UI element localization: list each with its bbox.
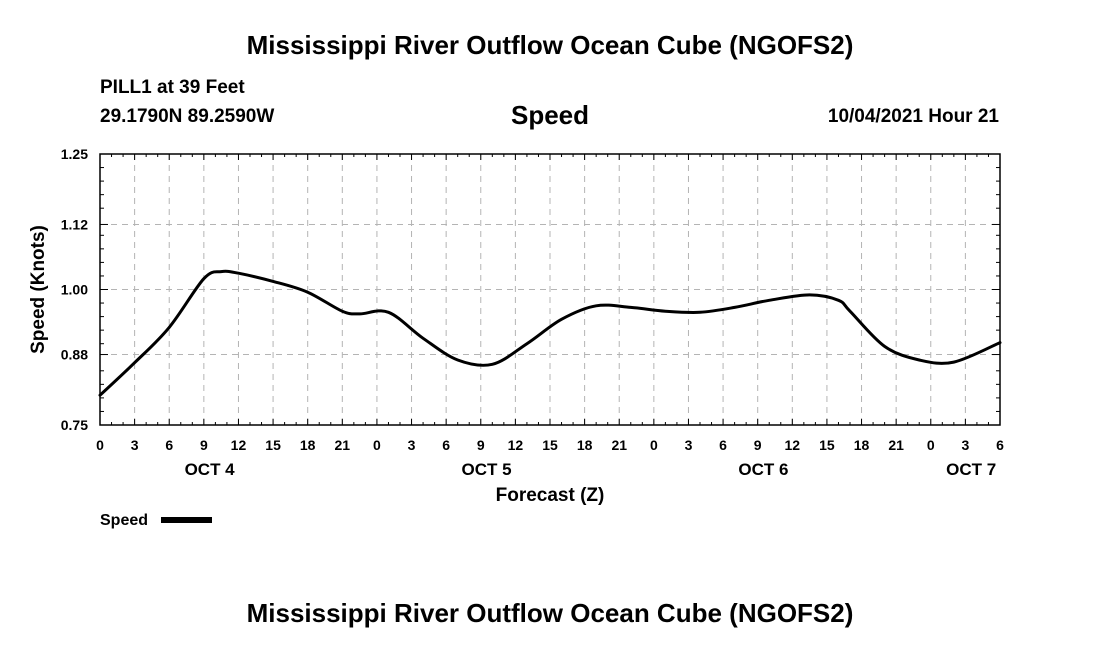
- day-label: OCT 5: [462, 460, 512, 479]
- x-tick-label: 15: [542, 437, 558, 453]
- y-tick-label: 0.88: [61, 347, 88, 363]
- station-label: PILL1 at 39 Feet: [100, 77, 245, 98]
- x-tick-label: 3: [685, 437, 693, 453]
- x-tick-label: 9: [477, 437, 485, 453]
- x-tick-label: 6: [442, 437, 450, 453]
- x-tick-label: 18: [577, 437, 593, 453]
- x-tick-label: 0: [96, 437, 104, 453]
- x-tick-label: 12: [785, 437, 801, 453]
- x-axis-title: Forecast (Z): [496, 485, 605, 506]
- x-tick-label: 6: [165, 437, 173, 453]
- x-tick-label: 21: [611, 437, 627, 453]
- x-tick-label: 21: [888, 437, 904, 453]
- page-title: Mississippi River Outflow Ocean Cube (NG…: [246, 30, 854, 60]
- x-tick-label: 9: [754, 437, 762, 453]
- y-axis-title: Speed (Knots): [28, 225, 49, 354]
- x-tick-label: 3: [961, 437, 969, 453]
- x-tick-label: 15: [819, 437, 835, 453]
- x-tick-label: 15: [265, 437, 281, 453]
- x-tick-label: 21: [335, 437, 351, 453]
- day-label: OCT 7: [946, 460, 996, 479]
- day-label: OCT 6: [738, 460, 788, 479]
- x-tick-label: 0: [373, 437, 381, 453]
- chart-labels: 0 3 6 9 12 15 18 21 0 3 6 9 12 15 18 21 0 3 6 9 12 15 18 21 0 3 6 0…: [28, 146, 1004, 506]
- x-tick-label: 12: [231, 437, 247, 453]
- chart-title: Speed: [510, 100, 590, 130]
- x-tick-label: 18: [300, 437, 316, 453]
- y-tick-label: 1.25: [61, 146, 88, 162]
- footer-title: Mississippi River Outflow Ocean Cube (NG…: [246, 598, 854, 628]
- x-tick-label: 6: [719, 437, 727, 453]
- x-tick-label: 3: [131, 437, 139, 453]
- plot-frame: [99, 153, 1001, 426]
- chart-legend: Speed: [100, 512, 212, 529]
- x-tick-label: 3: [408, 437, 416, 453]
- x-tick-label: 0: [650, 437, 658, 453]
- legend-swatch: [161, 517, 212, 523]
- y-tick-label: 1.00: [61, 282, 88, 298]
- legend-label: Speed: [100, 512, 148, 529]
- y-tick-label: 1.12: [61, 216, 88, 232]
- day-label: OCT 4: [185, 460, 236, 479]
- x-tick-label: 6: [996, 437, 1004, 453]
- x-tick-label: 18: [854, 437, 870, 453]
- y-tick-label: 0.75: [61, 417, 88, 433]
- station-coordinates: 29.1790N 89.2590W: [100, 106, 275, 127]
- forecast-timestamp: 10/04/2021 Hour 21: [827, 106, 999, 127]
- speed-series-line: [98, 269, 1002, 397]
- x-tick-label: 12: [508, 437, 524, 453]
- chart-grid: [100, 154, 1000, 425]
- x-tick-label: 0: [927, 437, 935, 453]
- x-tick-label: 9: [200, 437, 208, 453]
